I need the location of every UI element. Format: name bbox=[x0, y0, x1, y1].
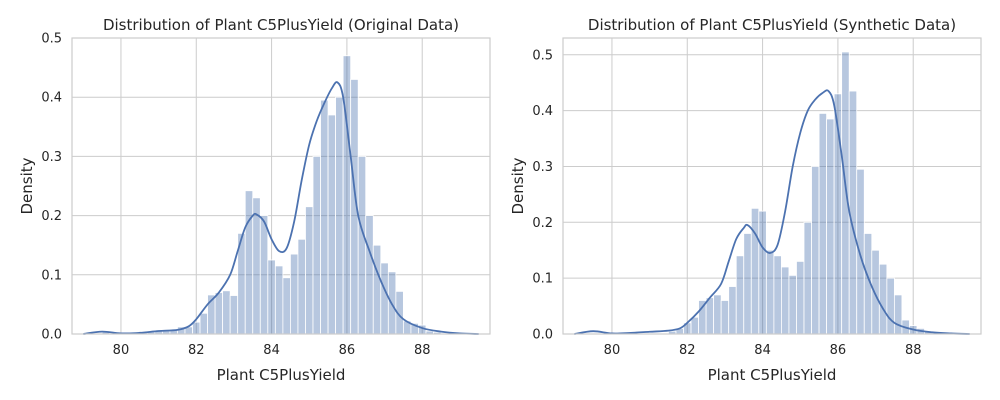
histogram-bar bbox=[698, 300, 707, 335]
x-tick-label: 84 bbox=[754, 343, 771, 358]
histogram-bar bbox=[259, 215, 269, 335]
histogram-bar bbox=[796, 260, 805, 335]
histogram-bar bbox=[803, 221, 812, 335]
plot-area: 80 82 84 86 88 0.0 0.1 0.2 0.3 0.4 0.5 bbox=[532, 37, 982, 358]
plot-area: 80 82 84 86 88 0.0 0.1 0.2 0.3 0.4 0.5 bbox=[41, 32, 491, 358]
histogram-bar bbox=[743, 233, 752, 335]
x-tick-label: 82 bbox=[679, 343, 696, 358]
y-tick-label: 0.3 bbox=[41, 150, 62, 165]
histogram-bar bbox=[222, 290, 231, 335]
histogram-bar bbox=[312, 156, 321, 335]
histogram-bar bbox=[811, 166, 820, 335]
histogram-bar bbox=[335, 96, 344, 335]
x-axis-label: Plant C5PlusYield bbox=[217, 366, 346, 384]
histogram-bar bbox=[773, 255, 782, 335]
histogram-bar bbox=[192, 321, 201, 335]
histogram-bar bbox=[327, 114, 337, 335]
histogram-bar bbox=[290, 253, 299, 335]
x-tick-label: 88 bbox=[905, 343, 922, 358]
y-tick-label: 0.3 bbox=[532, 160, 553, 175]
histogram-bar bbox=[788, 274, 797, 335]
histogram-bar bbox=[267, 259, 276, 335]
histogram-bar bbox=[705, 297, 715, 335]
histogram-bar bbox=[750, 207, 760, 335]
histogram-bar bbox=[274, 265, 284, 335]
y-axis-label: Density bbox=[509, 157, 527, 214]
histogram-bar bbox=[765, 249, 775, 335]
x-tick-label: 80 bbox=[113, 343, 130, 358]
histogram-bar bbox=[297, 238, 306, 335]
plot-frame bbox=[562, 37, 982, 335]
histogram-bar bbox=[690, 316, 699, 335]
histogram-bar bbox=[372, 244, 382, 335]
histogram-bar bbox=[878, 263, 888, 335]
x-tick-label: 86 bbox=[339, 343, 356, 358]
histogram-bar bbox=[886, 277, 895, 335]
histogram-bar bbox=[365, 215, 374, 335]
y-tick-label: 0.4 bbox=[532, 104, 553, 119]
histogram-bar bbox=[781, 266, 790, 335]
kde-curve bbox=[574, 89, 970, 335]
histogram-bar bbox=[305, 206, 314, 335]
histogram-bar bbox=[244, 190, 254, 335]
y-tick-label: 0.4 bbox=[41, 91, 62, 106]
histogram-bar bbox=[320, 99, 329, 335]
histogram-bar bbox=[841, 51, 850, 335]
x-tick-label: 86 bbox=[830, 343, 847, 358]
histogram-bar bbox=[871, 249, 880, 335]
y-tick-label: 0.5 bbox=[41, 32, 62, 47]
histogram-bar bbox=[758, 210, 767, 335]
y-tick-label: 0.2 bbox=[532, 216, 553, 231]
histogram-bar bbox=[818, 112, 828, 335]
histogram-bar bbox=[214, 292, 224, 335]
histogram-bar bbox=[713, 294, 722, 335]
histogram-bar bbox=[199, 312, 208, 335]
chart-title: Distribution of Plant C5PlusYield (Synth… bbox=[588, 16, 956, 34]
histogram-bar bbox=[357, 156, 367, 335]
plot-frame bbox=[71, 37, 491, 335]
histogram-bar bbox=[380, 262, 389, 335]
x-axis-label: Plant C5PlusYield bbox=[708, 366, 837, 384]
y-tick-label: 0.5 bbox=[532, 48, 553, 63]
histogram-bar bbox=[856, 168, 865, 335]
histogram-bar bbox=[893, 294, 903, 335]
kde-curve bbox=[83, 81, 479, 335]
chart-panel-original: 80 82 84 86 88 0.0 0.1 0.2 0.3 0.4 0.5 Distributio… bbox=[18, 16, 491, 384]
chart-panel-synthetic: 80 82 84 86 88 0.0 0.1 0.2 0.3 0.4 0.5 Distributio… bbox=[509, 16, 982, 384]
y-axis-label: Density bbox=[18, 157, 36, 214]
y-tick-label: 0.0 bbox=[532, 328, 553, 343]
y-tick-label: 0.1 bbox=[41, 268, 62, 283]
y-tick-label: 0.0 bbox=[41, 328, 62, 343]
histogram-bar bbox=[342, 55, 352, 335]
chart-title: Distribution of Plant C5PlusYield (Origi… bbox=[103, 16, 459, 34]
histogram-bar bbox=[229, 295, 239, 335]
x-tick-label: 82 bbox=[188, 343, 205, 358]
histogram-bar bbox=[728, 286, 737, 335]
y-tick-label: 0.2 bbox=[41, 209, 62, 224]
histogram-bar bbox=[735, 255, 745, 335]
histogram-bar bbox=[282, 277, 291, 335]
x-tick-label: 80 bbox=[604, 343, 621, 358]
x-tick-label: 88 bbox=[414, 343, 431, 358]
histogram-bar bbox=[720, 300, 730, 335]
y-tick-label: 0.1 bbox=[532, 272, 553, 287]
histogram-bar bbox=[252, 197, 261, 335]
x-tick-label: 84 bbox=[263, 343, 280, 358]
histogram-bar bbox=[826, 118, 835, 335]
